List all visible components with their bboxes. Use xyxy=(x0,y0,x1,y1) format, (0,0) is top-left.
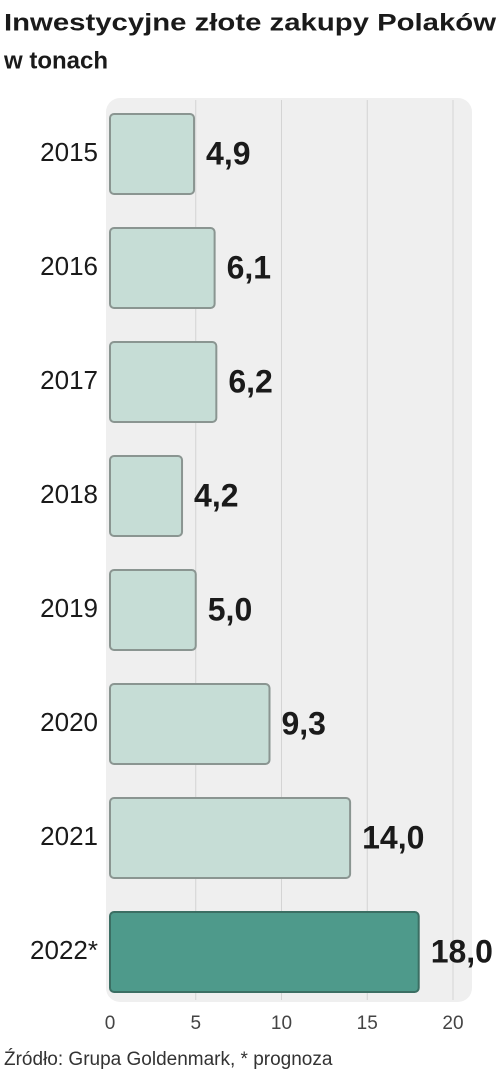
bar xyxy=(109,455,184,537)
y-tick-label: 2018 xyxy=(40,479,98,509)
bar xyxy=(109,683,271,765)
bar xyxy=(109,227,216,309)
chart-subtitle: w tonach xyxy=(3,47,108,74)
value-label: 6,1 xyxy=(227,249,271,285)
value-label: 5,0 xyxy=(208,591,252,627)
value-label: 9,3 xyxy=(281,705,325,741)
x-tick-label: 10 xyxy=(271,1013,292,1034)
x-tick-label: 0 xyxy=(105,1013,116,1034)
y-tick-label: 2015 xyxy=(40,137,98,167)
y-tick-label: 2020 xyxy=(40,707,98,737)
y-tick-label: 2016 xyxy=(40,251,98,281)
y-tick-label: 2019 xyxy=(40,593,98,623)
bar xyxy=(109,797,352,879)
bar xyxy=(109,569,197,651)
x-tick-label: 5 xyxy=(190,1013,201,1034)
value-label: 6,2 xyxy=(228,363,272,399)
y-tick-label: 2021 xyxy=(40,821,98,851)
bar xyxy=(109,911,420,993)
y-tick-label: 2017 xyxy=(40,365,98,395)
bar xyxy=(109,341,218,423)
x-tick-label: 15 xyxy=(357,1013,378,1034)
chart-title: Inwestycyjne złote zakupy Polaków xyxy=(4,9,496,36)
value-label: 4,9 xyxy=(206,135,250,171)
source-note: Źródło: Grupa Goldenmark, * prognoza xyxy=(4,1049,333,1070)
value-label: 14,0 xyxy=(362,819,424,855)
value-label: 4,2 xyxy=(194,477,238,513)
y-tick-label: 2022* xyxy=(30,935,98,965)
plot-background xyxy=(106,98,472,1002)
bar xyxy=(109,113,196,195)
x-tick-label: 20 xyxy=(442,1013,463,1034)
value-label: 18,0 xyxy=(431,933,493,969)
